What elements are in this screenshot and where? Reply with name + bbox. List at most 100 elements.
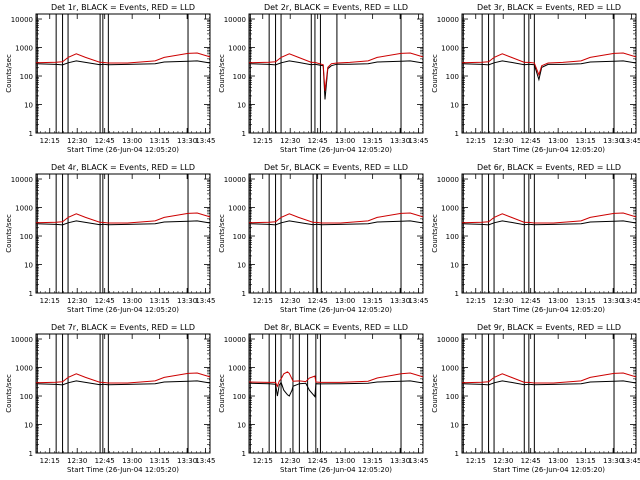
y-tick-label: 1 [455, 450, 459, 458]
series-line-events [461, 220, 637, 226]
y-tick-label: 100 [20, 393, 33, 401]
x-tick-label: 13:45 [408, 457, 428, 465]
panel-title: Det 1r, BLACK = Events, RED = LLD [51, 3, 195, 12]
y-tick-label: 10000 [224, 336, 246, 344]
y-tick-label: 10 [450, 102, 459, 110]
x-tick-label: 13:15 [576, 137, 596, 145]
x-tick-label: 13:45 [195, 297, 215, 305]
y-tick-label: 1 [242, 450, 246, 458]
x-tick-label: 12:45 [95, 457, 115, 465]
y-tick-label: 1000 [441, 205, 459, 213]
series-line-lld [35, 212, 211, 224]
x-tick-label: 13:15 [576, 457, 596, 465]
x-tick-label: 13:45 [621, 457, 640, 465]
x-tick-label: 12:15 [466, 137, 486, 145]
x-tick-label: 13:15 [576, 297, 596, 305]
series-line-lld [461, 372, 637, 384]
x-tick-label: 13:00 [335, 457, 355, 465]
x-tick-label: 13:00 [335, 137, 355, 145]
y-tick-label: 10 [450, 262, 459, 270]
y-tick-label: 10000 [11, 176, 33, 184]
detector-panel-8: Det 8r, BLACK = Events, RED = LLD 1 10 100 1… [218, 323, 429, 474]
y-tick-label: 10 [237, 422, 246, 430]
y-axis-title: Counts/sec [5, 54, 13, 93]
x-axis-title: Start Time (26-Jun-04 12:05:20) [280, 146, 392, 154]
y-axis-title: Counts/sec [5, 374, 13, 413]
y-tick-label: 1 [455, 290, 459, 298]
x-tick-label: 12:30 [67, 457, 87, 465]
y-tick-label: 10000 [224, 176, 246, 184]
y-tick-label: 10000 [437, 16, 459, 24]
x-axis-title: Start Time (26-Jun-04 12:05:20) [280, 466, 392, 474]
x-tick-label: 12:15 [40, 297, 60, 305]
panel-title: Det 4r, BLACK = Events, RED = LLD [51, 163, 195, 172]
detector-panel-2: Det 2r, BLACK = Events, RED = LLD 1 10 100 1… [218, 3, 429, 154]
y-axis-title: Counts/sec [431, 214, 439, 253]
y-tick-label: 100 [446, 73, 459, 81]
y-tick-label: 1 [455, 130, 459, 138]
y-tick-label: 1000 [15, 205, 33, 213]
series-line-lld [248, 52, 424, 91]
x-tick-label: 13:15 [150, 137, 170, 145]
y-axis-title: Counts/sec [218, 54, 226, 93]
series-line-events [35, 380, 211, 386]
y-axis-title: Counts/sec [431, 374, 439, 413]
panel-title: Det 6r, BLACK = Events, RED = LLD [477, 163, 621, 172]
detector-panel-4: Det 4r, BLACK = Events, RED = LLD 1 10 100 1… [5, 163, 216, 314]
y-tick-label: 1000 [228, 365, 246, 373]
x-tick-label: 13:45 [408, 137, 428, 145]
x-tick-label: 12:15 [40, 457, 60, 465]
y-tick-label: 1 [242, 130, 246, 138]
y-tick-label: 10 [237, 102, 246, 110]
y-axis-title: Counts/sec [431, 54, 439, 93]
x-tick-label: 13:30 [177, 457, 197, 465]
x-tick-label: 13:30 [603, 137, 623, 145]
y-tick-label: 1 [29, 290, 33, 298]
x-tick-label: 13:00 [122, 457, 142, 465]
x-axis-title: Start Time (26-Jun-04 12:05:20) [67, 466, 179, 474]
series-line-events [461, 380, 637, 386]
x-tick-label: 12:45 [308, 457, 328, 465]
y-tick-label: 1 [242, 290, 246, 298]
y-axis-title: Counts/sec [218, 374, 226, 413]
x-tick-label: 13:30 [177, 137, 197, 145]
x-tick-label: 13:15 [363, 297, 383, 305]
y-tick-label: 10 [24, 422, 33, 430]
x-tick-label: 12:15 [40, 137, 60, 145]
y-tick-label: 100 [20, 233, 33, 241]
series-line-events [248, 380, 424, 398]
x-tick-label: 12:30 [493, 457, 513, 465]
panel-title: Det 8r, BLACK = Events, RED = LLD [264, 323, 408, 332]
x-tick-label: 13:00 [548, 457, 568, 465]
y-tick-label: 1000 [15, 365, 33, 373]
y-tick-label: 10000 [437, 176, 459, 184]
x-tick-label: 13:30 [390, 297, 410, 305]
x-tick-label: 12:30 [280, 297, 300, 305]
y-tick-label: 100 [446, 233, 459, 241]
x-tick-label: 13:00 [335, 297, 355, 305]
x-tick-label: 12:45 [95, 297, 115, 305]
x-tick-label: 13:00 [122, 137, 142, 145]
series-line-lld [461, 212, 637, 224]
x-tick-label: 13:30 [177, 297, 197, 305]
y-tick-label: 100 [20, 73, 33, 81]
series-line-events [35, 220, 211, 226]
panel-title: Det 9r, BLACK = Events, RED = LLD [477, 323, 621, 332]
x-tick-label: 12:15 [253, 457, 273, 465]
x-tick-label: 13:00 [548, 297, 568, 305]
x-tick-label: 12:30 [67, 137, 87, 145]
x-tick-label: 12:45 [95, 137, 115, 145]
y-tick-label: 10 [237, 262, 246, 270]
x-tick-label: 13:00 [122, 297, 142, 305]
y-tick-label: 1000 [441, 365, 459, 373]
x-tick-label: 13:45 [408, 297, 428, 305]
x-tick-label: 12:45 [521, 457, 541, 465]
x-tick-label: 12:15 [466, 457, 486, 465]
x-tick-label: 13:30 [390, 457, 410, 465]
y-tick-label: 10 [24, 102, 33, 110]
series-line-lld [248, 212, 424, 224]
x-tick-label: 13:45 [621, 297, 640, 305]
panel-title: Det 5r, BLACK = Events, RED = LLD [264, 163, 408, 172]
y-tick-label: 100 [233, 393, 246, 401]
